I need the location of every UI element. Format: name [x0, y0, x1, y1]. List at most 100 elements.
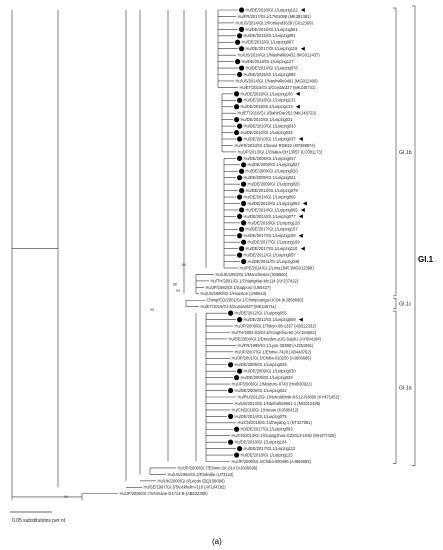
study-sample-dot-icon	[237, 155, 243, 161]
arrow-marker-icon	[300, 46, 305, 51]
leaf-label: Hu/DE/2017/GI.1/Leipzig112	[244, 446, 297, 451]
leaf-label: Hu/DE/2017/GI.1/Leipzig093	[241, 427, 294, 432]
leaf-label: Hu/US/1990/GI.1/Houston (U95643)	[201, 291, 267, 296]
leaf-label: Hu/JP/2001/GI.1/Chiba-010250 (AJ606695)	[232, 356, 312, 361]
leaf: Hu/DE/2018/GI.1/Leipzig125	[234, 452, 294, 458]
leaf-label: Hu/DE/2015/GI.1/Leipzig087	[242, 40, 295, 45]
leaf: Hu/US/2014/GI.1/Nashville9491 (MG012400)	[236, 78, 319, 83]
leaf: Hu/PE/2014/GI.1/Lima1845 (MG012398)	[240, 265, 315, 270]
leaf: Hu/DE/2017/GI.1/Leipzig107	[239, 226, 298, 232]
leaf-label: Hu/DE/2015/GI.1/Leipzig091	[244, 33, 297, 38]
study-sample-dot-icon	[239, 246, 245, 252]
leaf: Hu/DE/2018/GI.1/Leipzig127	[235, 59, 295, 65]
leaf: Hu/US/1990/GI.1/Houston (U95643)	[201, 291, 267, 296]
study-sample-dot-icon	[237, 175, 243, 181]
study-sample-dot-icon	[241, 162, 247, 168]
leaf-label: Hu/US/1994/GI.2/Parkville (U73124)	[168, 472, 235, 477]
leaf: Hu/JP/1982/GI.1/Sapporo (U65427)	[206, 285, 272, 290]
leaf-label: Hu/JP/2007/GI.1/Ehime-7420 (AB448762)	[235, 349, 312, 354]
leaf-label: Hu/DE/2018/GI.1/Leipzig131	[244, 98, 297, 103]
study-sample-dot-icon	[235, 59, 241, 65]
study-sample-dot-icon	[228, 362, 234, 368]
leaf: Hu/DE/2014/GI.1/Leipzig077	[237, 213, 303, 219]
leaf-label: Hu/RU/2012/GI.1/Novosibirsk-NS12-N3890 (…	[238, 394, 340, 399]
leaf-label: Hu/DE/2017/GI.1/Leipzig119	[246, 46, 299, 51]
tree-leaves: Hu/DE/2018/GI.1/Leipzig122 Hu/FR/2017/GI.…	[120, 7, 340, 496]
leaf-label: Chimp/CD/2001/GI.1/Chimpounga-UC04 (KJ85…	[207, 298, 304, 303]
leaf-label: Hu/DE/2012/GI.1/Leipzig057	[244, 253, 297, 258]
study-sample-dot-icon	[237, 213, 243, 219]
bootstrap-value: 99	[176, 289, 180, 293]
study-sample-dot-icon	[239, 65, 245, 71]
leaf: Hu/DE/2014/GI.1/Leipzig065	[239, 207, 305, 213]
leaf-label: Hu/JP/2013/GI.1/Osaka-OH13057 (LC081173)	[238, 149, 323, 154]
arrow-marker-icon	[298, 214, 303, 219]
leaf-label: Hu/ET/2016/GI.1/BahirDar252 (MK248723)	[238, 111, 317, 116]
leaf: Hu/JP/2000/GI.4/Chiba-000496 (AJ866693)	[232, 459, 312, 464]
scale-bar: 0.05 substitutions per nt	[10, 511, 66, 524]
study-sample-dot-icon	[237, 368, 243, 374]
leaf: Hu/DE/2018/GI.1/Leipzig133	[234, 104, 300, 110]
leaf-label: Hu/DE/2009/GI.1/Leipzig027	[248, 162, 301, 167]
leaf-label: Hu/UK/1993/GI.1/Manchester (X86560)	[216, 272, 288, 277]
leaf: Hu/FR/2017/GI.1/17W1098 (MK391481)	[238, 14, 312, 19]
leaf: Hu/DE/2012/GI.1/Leipzig057	[237, 252, 297, 258]
leaf-label: Hu/FR/2017/GI.1/17W1098 (MK391481)	[238, 14, 312, 19]
leaf: Hu/DE/2009/GI.1/Leipzig025	[228, 362, 287, 368]
scale-bar-label: 0.05 substitutions per nt	[12, 518, 66, 524]
leaf-label: Hu/ET/2016/GI.1/Gondar327 (MK248741)	[240, 85, 317, 90]
leaf: Hu/ET/2016/GI.1/Gondar327 (MK248741)	[240, 85, 317, 90]
leaf-label: Hu/DE/2014/GI.1/Leipzig075	[235, 414, 288, 419]
leaf: Hu/DE/2017/GI.1/Leipzig109	[241, 239, 300, 245]
leaf-label: Hu/CN/2016/GI.1/Zhejiang 1 (KT327081)	[238, 420, 313, 425]
leaf: Hu/JP/2006/GI.1/Maizuru-6743 (HM030922)	[232, 382, 313, 387]
leaf: Hu/DE/2015/GI.1/Leipzig091	[237, 33, 297, 39]
leaf: Hu/KR/2013/GI.1/Seoul-ROK52 (KP398874)	[235, 143, 316, 148]
leaf: Hu/UK/2000/GI.8/Leeds (DQ158096)	[158, 478, 226, 483]
leaf: Hu/DE/2018/GI.1/Leipzig131	[237, 98, 296, 103]
arrow-marker-icon	[302, 201, 307, 206]
leaf: Hu/DE/2014/GI.1/Leipzig078	[239, 65, 298, 71]
leaf-label: Hu/DE/2012/GI.1/Leipzig055	[235, 311, 288, 316]
clade-bracket	[393, 297, 397, 310]
leaf: Hu/DE/2018/GI.1/Leipzig104	[228, 439, 287, 445]
study-sample-dot-icon	[237, 136, 243, 142]
leaf: Hu/DE/2015/GI.1/Leipzig061	[239, 26, 299, 32]
study-sample-dot-icon	[237, 317, 243, 323]
arrow-marker-icon	[295, 104, 300, 109]
leaf-label: Hu/DE/2009/GI.1/Leipzig022	[235, 388, 288, 393]
leaf-label: Hu/DE/2009/GI.1/Leipzig026	[248, 182, 301, 187]
study-sample-dot-icon	[234, 91, 240, 97]
leaf-label: Hu/DE/2012/GI.1/Leipzig059	[244, 317, 297, 322]
arrow-marker-icon	[298, 137, 303, 141]
leaf: Hu/RU/2012/GI.1/Novosibirsk-NS12-N3890 (…	[238, 394, 340, 399]
leaf-label: Hu/DE/2014/GI.1/Leipzig077	[244, 214, 297, 219]
leaf: Hu/DE/2010/GI.1/Leipzig031	[234, 117, 294, 123]
leaf: Hu/JP/2006/GI.7/Shimane-D1714-B (AB52239…	[120, 491, 209, 496]
arrow-marker-icon	[298, 317, 303, 322]
bootstrap-values: 99 84 99 86 99	[64, 263, 186, 499]
leaf: Hu/DE/2009/GI.1/Leipzig026	[241, 181, 301, 187]
leaf-label: Hu/DE/2015/GI.1/Leipzig061	[246, 27, 299, 32]
leaf: Hu/TH/2001/GI.1/ChiangMai-Mc114 (AY23742…	[211, 278, 299, 283]
study-sample-dot-icon	[241, 200, 247, 207]
leaf: Hu/CN/2016/GI.1/Hunan (KJ680412)	[232, 407, 300, 412]
study-sample-dot-icon	[237, 123, 243, 129]
leaf-label: Hu/PE/2014/GI.1/Lima1845 (MG012398)	[240, 265, 315, 270]
leaf-label: Hu/DE/2017/GI.1/Leipzig110	[246, 246, 299, 251]
leaf: Hu/DE/2013/GI.1/Leipzig063	[241, 200, 307, 207]
leaf: Hu/JP/2007/GI.1/Ehime-7420 (AB448762)	[235, 349, 312, 354]
leaf-label: Hu/JP/2006/GI.1/Maizuru-6743 (HM030922)	[232, 382, 313, 387]
clade-label: GI.1b	[399, 150, 412, 156]
leaf: Hu/DE/2010/GI.1/Leipzig034	[234, 129, 293, 136]
leaf-label: Hu/DE/2018/GI.1/Leipzig127	[242, 59, 295, 64]
leaf-label: Hu/DE/2018/GI.1/Leipzig133	[241, 104, 294, 109]
leaf: Hu/US/2014/GI.1/Nashville9432 (MG012437)	[238, 53, 321, 58]
leaf: Hu/JP/2013/GI.1/Osaka-OH13057 (LC081173)	[238, 149, 323, 154]
leaf-label: Hu/DE/2018/GI.1/Leipzig125	[241, 452, 294, 457]
leaf-label: Hu/CN/2013/GI.1/Guangzhou-GZ2013-L030 (M…	[232, 433, 337, 438]
leaf-label: Hu/DE/2010/GI.1/Leipzig031	[241, 117, 294, 122]
leaf: Hu/DE/2018/GI.1/Leipzig122	[239, 7, 305, 13]
leaf: Hu/JP/2000/GI.7/Ehime-2K-814 (AJ606696)	[178, 465, 259, 470]
leaf-label: Hu/US/2014/GI.1/Portland3639 (G012369)	[236, 20, 314, 25]
